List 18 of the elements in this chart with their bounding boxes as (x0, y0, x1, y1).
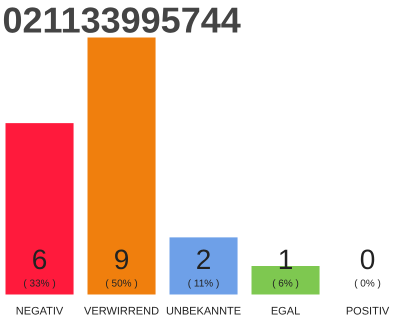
data-label: 2 (196, 244, 212, 275)
x-tick-label: EGAL (270, 306, 300, 318)
bar (88, 38, 156, 294)
bar (170, 237, 238, 294)
annotation: ( 6% ) (272, 278, 299, 290)
data-label: 6 (32, 244, 48, 275)
annotation: ( 11% ) (188, 278, 220, 290)
annotation: ( 33% ) (23, 278, 56, 290)
x-tick-label: VERWIRREND (84, 306, 160, 318)
chart-title: 021133995744 (2, 0, 241, 40)
data-label: 0 (360, 244, 376, 275)
annotation: ( 50% ) (105, 278, 138, 290)
x-tick-label: POSITIV (346, 306, 390, 318)
bar (6, 123, 74, 294)
annotation: ( 0% ) (354, 278, 381, 290)
x-tick-label: UNBEKANNTE (166, 306, 242, 318)
x-tick-label: NEGATIV (16, 306, 64, 318)
data-label: 9 (114, 244, 130, 275)
